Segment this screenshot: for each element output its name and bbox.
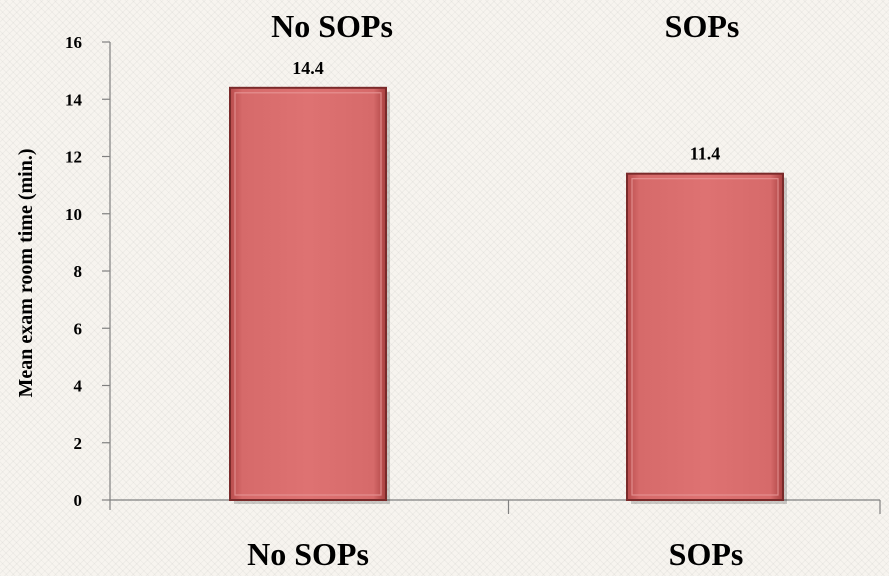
y-tick-label: 6 [74, 319, 83, 338]
y-tick-label: 10 [65, 205, 82, 224]
y-tick-label: 14 [65, 90, 83, 109]
data-label: 11.4 [690, 144, 721, 164]
y-tick-label: 2 [74, 434, 83, 453]
top-category-label-no-sops: No SOPs [271, 8, 393, 44]
y-tick-label: 4 [74, 377, 83, 396]
bar-bevel [234, 92, 382, 496]
x-category-label-sops: SOPs [668, 536, 744, 572]
y-tick-label: 16 [65, 33, 82, 52]
y-tick-label: 0 [74, 491, 83, 510]
bar [229, 86, 387, 502]
axes: 0 2 4 6 8 10 12 14 16 [65, 33, 881, 514]
x-category-label-no-sops: No SOPs [247, 536, 369, 572]
top-category-label-sops: SOPs [664, 8, 740, 44]
bar-bevel [631, 178, 779, 496]
data-label: 14.4 [292, 58, 324, 78]
bar [626, 172, 784, 502]
data-labels: 14.4 11.4 [292, 58, 720, 164]
y-tick-label: 12 [65, 148, 82, 167]
bars [229, 86, 787, 505]
y-tick-label: 8 [74, 262, 83, 281]
